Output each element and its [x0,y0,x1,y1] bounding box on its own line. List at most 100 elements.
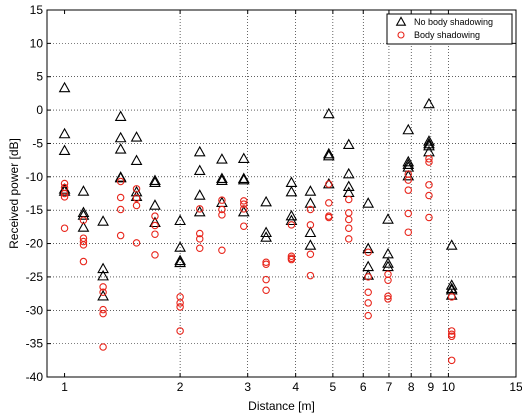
data-point-body-shadowing [306,250,315,258]
data-point-no-body-shadowing [114,171,127,183]
data-point-body-shadowing [425,181,433,189]
data-point-body-shadowing [240,222,248,230]
data-point-body-shadowing [195,244,204,252]
data-point-body-shadowing [262,258,270,266]
data-point-no-body-shadowing [322,147,335,159]
data-point-body-shadowing [116,205,125,214]
y-tick-label: 0 [36,103,43,117]
data-point-no-body-shadowing [237,172,250,184]
data-point-no-body-shadowing [174,256,186,268]
y-tick-label: -25 [26,270,44,284]
data-point-no-body-shadowing [362,260,375,272]
data-point-body-shadowing [60,189,69,198]
data-point-no-body-shadowing [260,226,272,238]
data-point-body-shadowing [240,205,248,213]
data-point-body-shadowing [132,185,141,193]
data-point-body-shadowing [384,292,392,301]
data-point-no-body-shadowing [193,164,206,176]
data-point-no-body-shadowing [58,144,71,155]
x-tick-label: 7 [386,380,393,394]
data-point-no-body-shadowing [445,282,458,294]
y-tick-label: 15 [30,3,44,17]
data-point-no-body-shadowing [322,149,335,161]
data-point-no-body-shadowing [382,257,394,268]
data-point-body-shadowing [195,205,204,213]
legend-marker-no-body-shadowing [395,16,407,26]
data-point-body-shadowing [151,221,159,230]
x-tick-label: 9 [428,380,435,394]
data-point-body-shadowing [325,199,333,207]
data-point-body-shadowing [116,193,125,202]
plot-points [58,81,458,365]
data-point-no-body-shadowing [216,153,228,164]
data-point-no-body-shadowing [58,127,71,139]
x-tick-label: 15 [509,380,522,394]
data-point-body-shadowing [404,209,413,218]
data-point-body-shadowing [384,295,392,303]
legend-marker-body-shadowing [397,31,405,39]
data-point-no-body-shadowing [423,135,435,146]
data-point-body-shadowing [447,327,456,335]
data-point-body-shadowing [176,303,184,311]
data-point-body-shadowing [306,221,315,229]
data-point-no-body-shadowing [97,262,109,274]
data-point-no-body-shadowing [322,107,335,119]
data-point-body-shadowing [262,260,270,268]
data-point-body-shadowing [447,293,456,301]
data-point-body-shadowing [344,215,353,224]
data-point-body-shadowing [79,237,88,246]
data-point-body-shadowing [404,228,413,236]
data-point-body-shadowing [240,197,248,205]
data-point-body-shadowing [364,299,372,307]
data-point-no-body-shadowing [77,185,90,196]
data-point-body-shadowing [364,273,372,281]
data-point-body-shadowing [151,230,159,238]
data-point-body-shadowing [116,231,125,240]
x-tick-label: 3 [244,380,251,394]
y-tick-label: 5 [36,70,43,84]
data-point-body-shadowing [218,246,226,254]
data-point-body-shadowing [287,221,296,229]
data-point-body-shadowing [344,209,353,217]
data-point-body-shadowing [287,255,296,264]
data-point-no-body-shadowing [149,176,161,188]
data-point-no-body-shadowing [423,139,435,151]
data-point-body-shadowing [176,327,184,335]
data-point-no-body-shadowing [285,209,298,221]
grid [47,10,517,377]
data-point-body-shadowing [262,286,270,295]
data-point-no-body-shadowing [342,180,355,192]
data-point-body-shadowing [99,288,107,297]
data-point-no-body-shadowing [216,174,228,186]
data-point-body-shadowing [344,224,353,232]
data-point-body-shadowing [364,248,372,256]
y-tick-label: -35 [26,337,44,351]
data-point-no-body-shadowing [193,145,206,157]
data-point-no-body-shadowing [97,289,109,301]
data-point-body-shadowing [195,235,204,243]
y-tick-label: -20 [26,237,44,251]
data-point-body-shadowing [99,283,107,291]
data-point-body-shadowing [176,299,184,307]
data-point-no-body-shadowing [97,269,109,281]
data-point-body-shadowing [218,205,226,214]
data-point-body-shadowing [151,251,159,259]
data-point-body-shadowing [325,213,333,222]
plot-frame [46,9,517,378]
data-point-no-body-shadowing [260,231,272,242]
y-tick-label: -15 [26,203,44,217]
x-tick-label: 2 [177,380,184,394]
data-point-no-body-shadowing [114,110,127,121]
data-point-no-body-shadowing [77,209,90,220]
data-point-no-body-shadowing [149,174,161,186]
data-point-body-shadowing [404,176,413,184]
data-point-body-shadowing [447,356,456,365]
data-point-no-body-shadowing [285,176,298,188]
data-point-no-body-shadowing [445,279,458,290]
data-point-no-body-shadowing [445,239,458,250]
data-point-no-body-shadowing [285,185,298,197]
data-point-body-shadowing [60,193,69,201]
data-point-no-body-shadowing [304,185,317,196]
data-point-no-body-shadowing [97,215,109,226]
data-point-body-shadowing [195,229,204,238]
